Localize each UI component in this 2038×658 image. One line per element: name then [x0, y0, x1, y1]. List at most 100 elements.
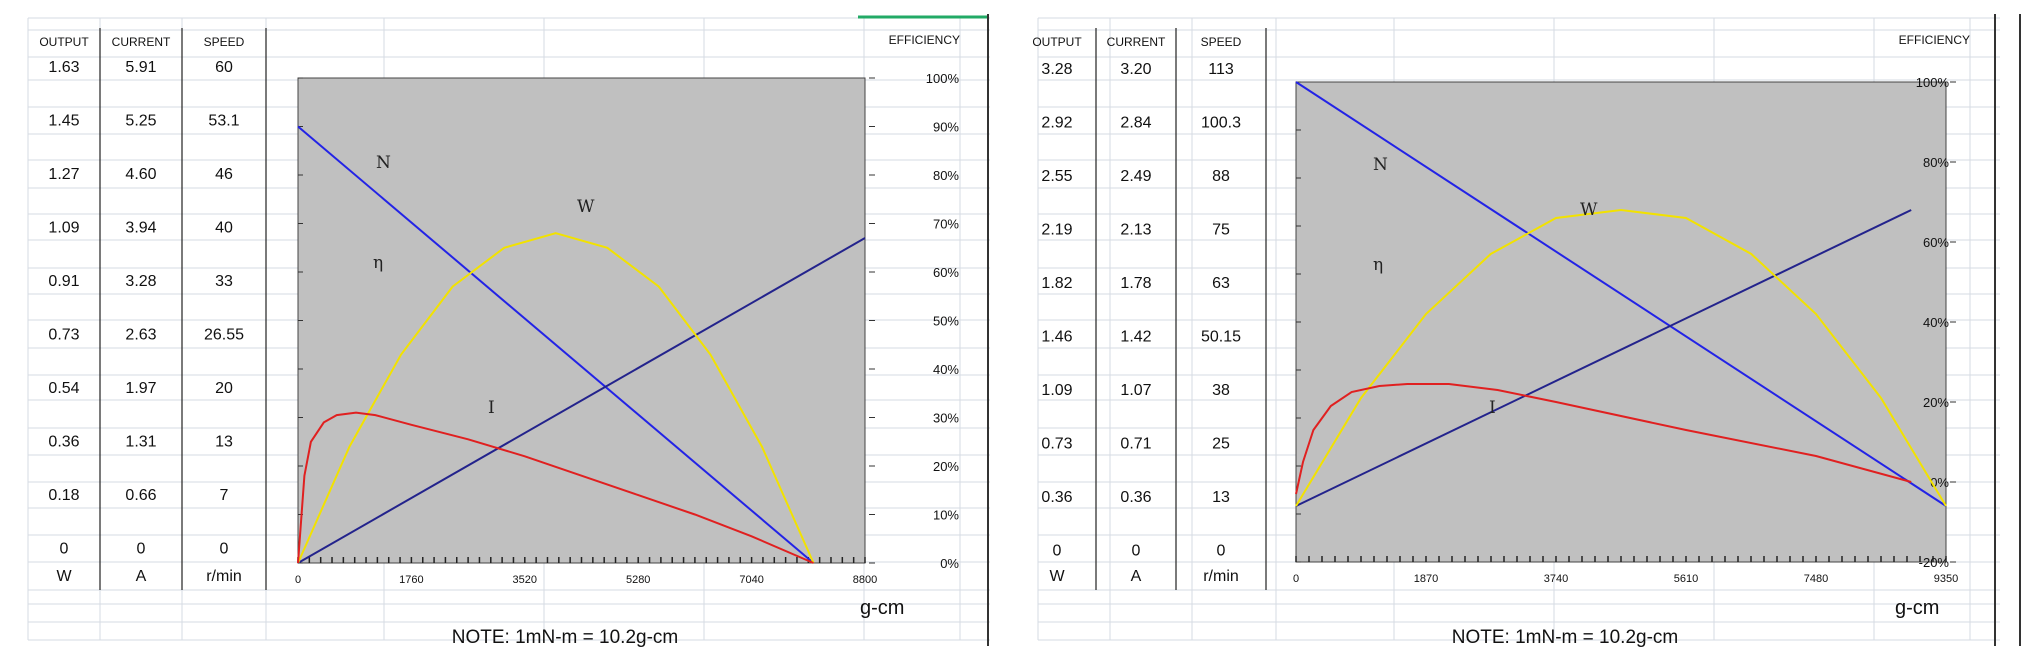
table-cell: 20 [215, 380, 233, 397]
table-cell: 1.78 [1120, 275, 1151, 292]
table-cell: 0 [220, 541, 229, 558]
table-cell: 38 [1212, 382, 1230, 399]
efficiency-axis-label: EFFICIENCY [889, 33, 960, 47]
table-cell: 0.91 [48, 273, 79, 290]
table-cell: 100.3 [1201, 115, 1241, 132]
efficiency-tick-label: 30% [933, 411, 959, 426]
efficiency-tick-label: 100% [926, 71, 960, 86]
table-cell: 1.31 [125, 434, 156, 451]
x-tick-label: 5280 [626, 574, 650, 586]
table-cell: 1.07 [1120, 382, 1151, 399]
curve-label-eta: η [373, 253, 383, 273]
table-cell: 0.73 [48, 327, 79, 344]
table-cell: 1.09 [48, 220, 79, 237]
efficiency-tick-label: 100% [1916, 75, 1950, 90]
table-cell: 2.13 [1120, 222, 1151, 239]
x-tick-label: 3520 [513, 574, 537, 586]
efficiency-tick-label: 20% [1923, 395, 1949, 410]
table-header-current: CURRENT [112, 35, 171, 49]
table-unit: r/min [1203, 568, 1239, 585]
efficiency-tick-label: 80% [1923, 155, 1949, 170]
x-tick-label: 1870 [1414, 573, 1438, 585]
table-cell: 75 [1212, 222, 1230, 239]
curve-label-I: I [1489, 398, 1496, 418]
table-cell: 2.49 [1120, 168, 1151, 185]
series-I [297, 237, 866, 564]
efficiency-axis-label: EFFICIENCY [1899, 33, 1970, 47]
table-unit: A [1131, 568, 1142, 585]
table-cell: 0.18 [48, 487, 79, 504]
x-tick-label: 8800 [853, 574, 877, 586]
series-W [297, 232, 815, 564]
efficiency-tick-label: 80% [933, 168, 959, 183]
efficiency-tick-label: 50% [933, 314, 959, 329]
efficiency-tick-label: -20% [1919, 555, 1950, 570]
plot-area [1295, 81, 1947, 563]
table-cell: 0.73 [1041, 436, 1072, 453]
table-cell: 2.84 [1120, 115, 1151, 132]
table-cell: 25 [1212, 436, 1230, 453]
note-text: NOTE: 1mN-m = 10.2g-cm [452, 627, 678, 648]
table-header-speed: SPEED [1201, 35, 1242, 49]
series-I [1295, 209, 1912, 507]
efficiency-tick-label: 40% [1923, 315, 1949, 330]
table-cell: 2.19 [1041, 222, 1072, 239]
table-cell: 88 [1212, 168, 1230, 185]
table-cell: 5.25 [125, 113, 156, 130]
table-cell: 0.54 [48, 380, 79, 397]
table-cell: 0.36 [48, 434, 79, 451]
table-header-speed: SPEED [204, 35, 245, 49]
table-cell: 0.36 [1041, 489, 1072, 506]
x-axis-label: g-cm [860, 597, 904, 619]
table-cell: 46 [215, 166, 233, 183]
series-W [1295, 208, 1947, 507]
table-cell: 0 [1053, 543, 1062, 560]
chart-right: OUTPUT CURRENT SPEED 3.28 2.92 2.55 2.19 1.82 1.… [1032, 14, 2021, 648]
table-cell: 7 [220, 487, 229, 504]
efficiency-tick-label: 60% [933, 265, 959, 280]
table-cell: 0.71 [1120, 436, 1151, 453]
table-cell: 2.63 [125, 327, 156, 344]
table-cell: 2.55 [1041, 168, 1072, 185]
chart-panel-left: OUTPUT CURRENT SPEED 1.63 1.45 1.27 1.09 0.91 0.… [0, 0, 1010, 658]
chart-panel-right: OUTPUT CURRENT SPEED 3.28 2.92 2.55 2.19 1.82 1.… [1010, 0, 2038, 658]
efficiency-tick-label: 70% [933, 217, 959, 232]
curve-label-eta: η [1373, 255, 1383, 275]
efficiency-tick-label: 60% [1923, 235, 1949, 250]
table-cell: 4.60 [125, 166, 156, 183]
series-N [297, 125, 815, 564]
x-tick-label: 7480 [1804, 573, 1828, 585]
table-cell: 60 [215, 59, 233, 76]
x-tick-label: 9350 [1934, 573, 1958, 585]
table-cell: 50.15 [1201, 329, 1241, 346]
table-cell: 13 [1212, 489, 1230, 506]
efficiency-tick-label: 20% [933, 459, 959, 474]
note-text: NOTE: 1mN-m = 10.2g-cm [1452, 627, 1678, 648]
x-tick-label: 3740 [1544, 573, 1568, 585]
table-header-output: OUTPUT [39, 35, 89, 49]
curve-label-N: N [376, 153, 391, 173]
curve-label-I: I [488, 398, 495, 418]
table-cell: 1.46 [1041, 329, 1072, 346]
series-eta [297, 411, 814, 564]
table-cell: 0 [60, 541, 69, 558]
curve-label-W: W [1580, 200, 1598, 220]
table-cell: 13 [215, 434, 233, 451]
table-cell: 113 [1208, 61, 1234, 78]
table-cell: 1.97 [125, 380, 156, 397]
table-cell: 63 [1212, 275, 1230, 292]
table-cell: 5.91 [125, 59, 156, 76]
table-cell: 1.45 [48, 113, 79, 130]
table-unit: r/min [206, 568, 242, 585]
efficiency-tick-label: 40% [933, 362, 959, 377]
table-cell: 3.94 [125, 220, 156, 237]
table-cell: 0.36 [1120, 489, 1151, 506]
table-cell: 0 [137, 541, 146, 558]
table-cell: 1.09 [1041, 382, 1072, 399]
efficiency-tick-label: 90% [933, 120, 959, 135]
table-cell: 26.55 [204, 327, 244, 344]
table-cell: 53.1 [208, 113, 239, 130]
x-tick-label: 0 [1293, 573, 1299, 585]
table-cell: 1.82 [1041, 275, 1072, 292]
table-unit: W [56, 568, 72, 585]
